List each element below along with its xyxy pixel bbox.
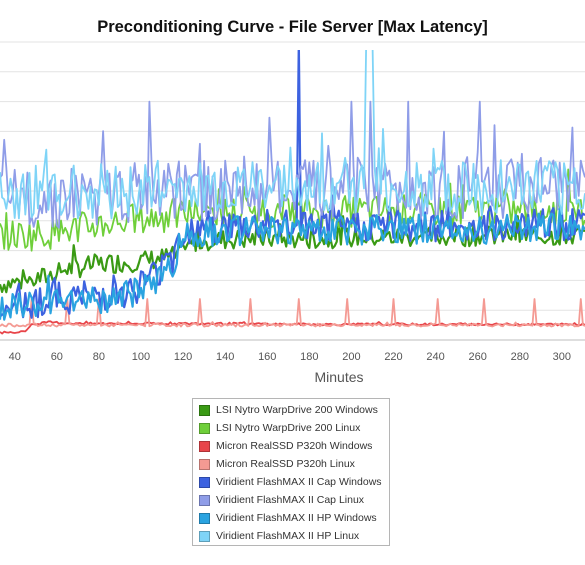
legend-label: Viridient FlashMAX II HP Windows — [216, 512, 377, 524]
x-tick-label: 60 — [51, 351, 63, 363]
legend-item: Viridient FlashMAX II HP Linux — [199, 527, 389, 545]
legend-swatch — [199, 512, 210, 524]
legend-item: Viridient FlashMAX II Cap Windows — [199, 473, 389, 491]
legend-item: LSI Nytro WarpDrive 200 Windows — [199, 401, 389, 419]
x-tick-label: 300 — [553, 351, 571, 363]
x-axis-label: Minutes — [314, 369, 364, 385]
legend: LSI Nytro WarpDrive 200 Windows LSI Nytro… — [192, 398, 390, 546]
legend-swatch — [199, 530, 210, 542]
legend-label: Micron RealSSD P320h Linux — [216, 458, 355, 470]
x-tick-label: 40 — [9, 351, 21, 363]
legend-label: LSI Nytro WarpDrive 200 Windows — [216, 404, 378, 416]
x-axis: 40 60 80 100 120 140 160 180 200 220 240 260 280 300 — [9, 351, 571, 363]
series-line — [0, 100, 585, 229]
legend-label: Viridient FlashMAX II Cap Windows — [216, 476, 382, 488]
x-tick-label: 120 — [174, 351, 192, 363]
legend-swatch — [199, 458, 210, 470]
legend-item: LSI Nytro WarpDrive 200 Linux — [199, 419, 389, 437]
legend-item: Micron RealSSD P320h Windows — [199, 437, 389, 455]
legend-swatch — [199, 422, 210, 434]
x-tick-label: 260 — [469, 351, 487, 363]
x-tick-label: 280 — [511, 351, 529, 363]
x-tick-label: 80 — [93, 351, 105, 363]
legend-swatch — [199, 440, 210, 452]
legend-label: LSI Nytro WarpDrive 200 Linux — [216, 422, 361, 434]
x-tick-label: 100 — [132, 351, 150, 363]
legend-swatch — [199, 494, 210, 506]
legend-item: Micron RealSSD P320h Linux — [199, 455, 389, 473]
legend-label: Micron RealSSD P320h Windows — [216, 440, 373, 452]
series-lines — [0, 50, 585, 335]
series-line — [0, 50, 585, 220]
legend-swatch — [199, 404, 210, 416]
x-tick-label: 220 — [384, 351, 402, 363]
x-tick-label: 200 — [342, 351, 360, 363]
legend-label: Viridient FlashMAX II Cap Linux — [216, 494, 365, 506]
legend-item: Viridient FlashMAX II HP Windows — [199, 509, 389, 527]
x-tick-label: 140 — [216, 351, 234, 363]
chart-title: Preconditioning Curve - File Server [Max… — [97, 18, 488, 36]
series-line — [0, 298, 585, 328]
legend-label: Viridient FlashMAX II HP Linux — [216, 530, 360, 542]
gridlines — [0, 41, 585, 341]
x-tick-label: 240 — [426, 351, 444, 363]
legend-item: Viridient FlashMAX II Cap Linux — [199, 491, 389, 509]
x-tick-label: 180 — [300, 351, 318, 363]
line-chart: 40 60 80 100 120 140 160 180 200 220 240 260 280 300 — [0, 41, 585, 363]
series-line — [0, 207, 585, 321]
x-tick-label: 160 — [258, 351, 276, 363]
legend-swatch — [199, 476, 210, 488]
